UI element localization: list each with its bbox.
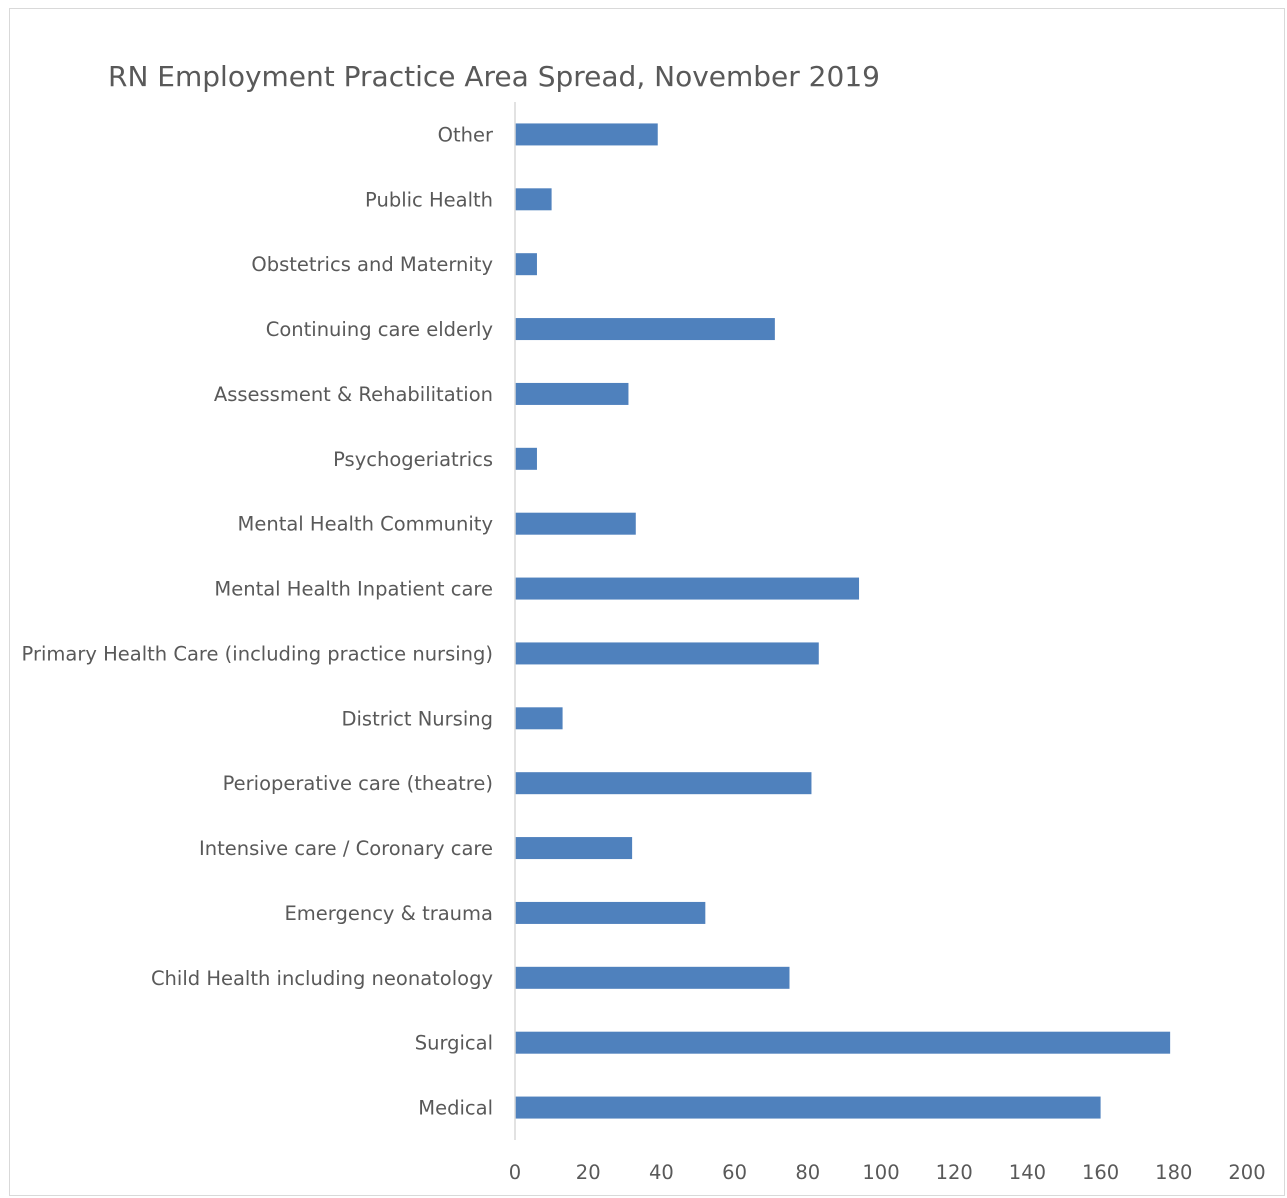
category-label: Continuing care elderly	[266, 318, 493, 341]
category-label: Medical	[418, 1097, 493, 1120]
category-label: Emergency & trauma	[284, 902, 493, 925]
x-tick-label: 160	[1082, 1161, 1119, 1184]
chart-title: RN Employment Practice Area Spread, Nove…	[108, 60, 880, 93]
bar	[515, 318, 775, 341]
bar	[515, 188, 552, 211]
category-label: Other	[438, 123, 494, 146]
bar	[515, 966, 790, 989]
category-label: Obstetrics and Maternity	[251, 253, 493, 276]
category-label: Child Health including neonatology	[151, 967, 493, 990]
x-tick-label: 0	[509, 1161, 521, 1184]
category-label: Intensive care / Coronary care	[199, 837, 493, 860]
bar	[515, 837, 633, 860]
bar	[515, 123, 658, 146]
x-tick-label: 200	[1228, 1161, 1265, 1184]
x-tick-label: 180	[1155, 1161, 1192, 1184]
bar	[515, 447, 537, 470]
bars-group	[515, 123, 1171, 1119]
category-label: Mental Health Community	[238, 513, 493, 536]
bar	[515, 577, 860, 600]
bar	[515, 382, 629, 405]
x-tick-label: 40	[649, 1161, 674, 1184]
category-label: Perioperative care (theatre)	[223, 772, 493, 795]
category-label: Psychogeriatrics	[333, 448, 493, 471]
x-tick-label: 100	[862, 1161, 899, 1184]
category-label: Mental Health Inpatient care	[214, 578, 493, 601]
category-labels: Other Public Health Obstetrics and Materni…	[22, 123, 494, 1119]
bar	[515, 253, 537, 276]
bar	[515, 772, 812, 795]
bar	[515, 512, 636, 535]
bar	[515, 642, 819, 665]
bar	[515, 901, 706, 924]
x-axis-ticks: 0 20 40 60 80 100 120 140 160 180 200	[509, 1161, 1266, 1184]
category-label: Primary Health Care (including practice …	[22, 642, 493, 665]
category-label: Public Health	[365, 188, 493, 211]
x-tick-label: 60	[722, 1161, 747, 1184]
category-label: District Nursing	[341, 707, 493, 730]
x-tick-label: 20	[576, 1161, 601, 1184]
category-label: Assessment & Rehabilitation	[214, 383, 493, 406]
category-label: Surgical	[415, 1032, 493, 1055]
chart-frame	[9, 8, 1285, 1196]
bar	[515, 707, 563, 730]
bar	[515, 1096, 1101, 1119]
x-tick-label: 140	[1009, 1161, 1046, 1184]
bar	[515, 1031, 1171, 1054]
x-tick-label: 80	[795, 1161, 820, 1184]
x-tick-label: 120	[936, 1161, 973, 1184]
